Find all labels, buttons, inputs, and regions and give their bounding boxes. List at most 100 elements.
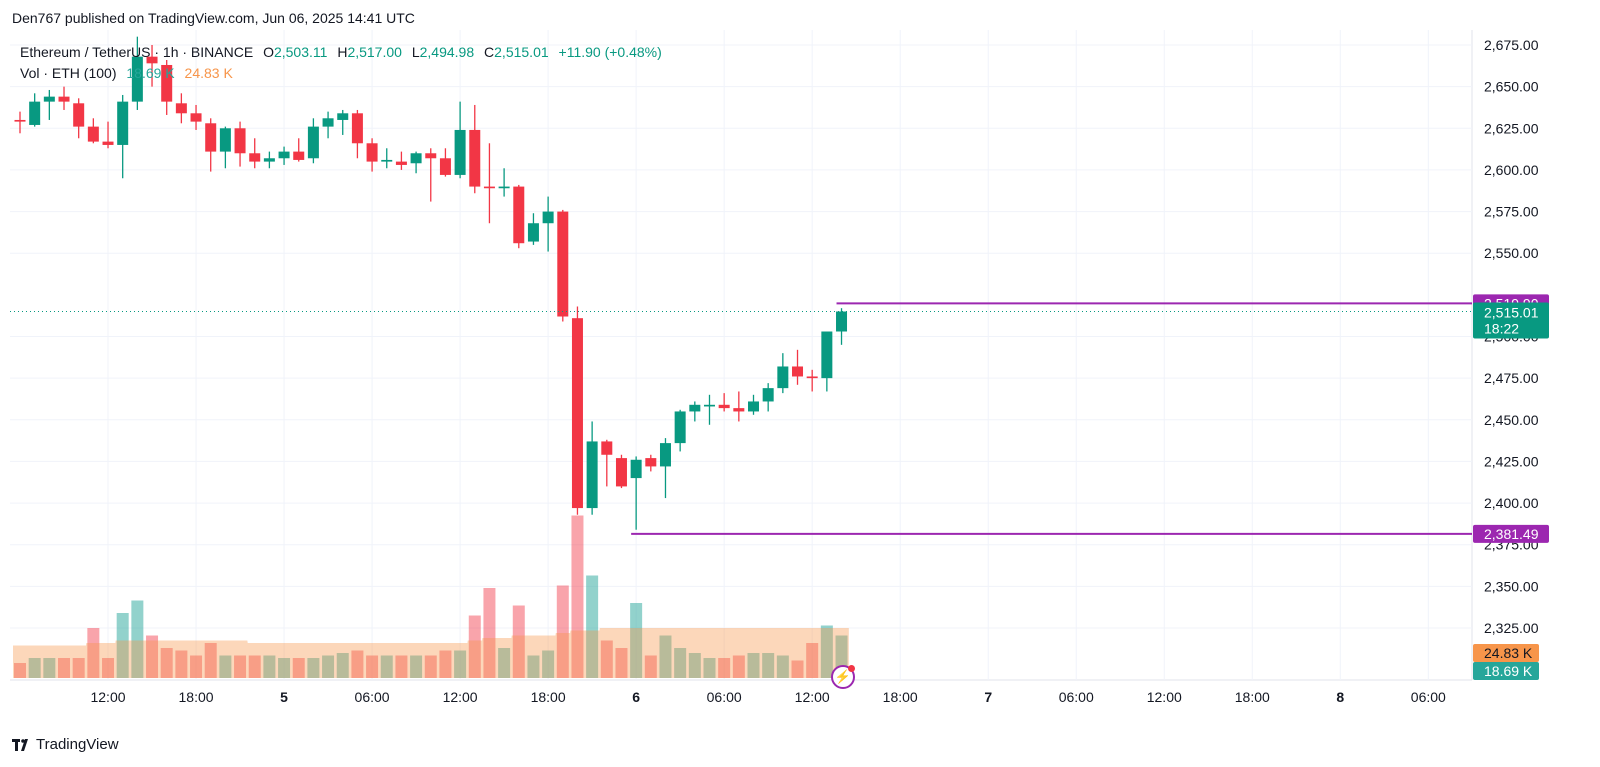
candle: [792, 349, 804, 385]
tradingview-logo[interactable]: TradingView: [12, 736, 119, 753]
lightning-icon[interactable]: ⚡: [831, 665, 855, 689]
change-value: +11.90 (+0.48%): [558, 44, 662, 60]
tradingview-logo-text: TradingView: [36, 736, 119, 753]
candle: [630, 456, 642, 530]
volume-bar: [600, 640, 613, 678]
y-tick-label: 2,650.00: [1484, 79, 1539, 95]
volume-bar: [424, 655, 437, 678]
volume-bar: [688, 653, 701, 678]
candle: [439, 148, 451, 177]
candle-body: [102, 141, 114, 145]
candle: [777, 353, 789, 394]
volume-bar: [351, 650, 364, 678]
x-tick-label: 12:00: [795, 689, 830, 705]
candle-body: [161, 64, 173, 102]
candle: [674, 409, 686, 452]
volume-bar: [542, 650, 555, 678]
candle-body: [792, 366, 804, 377]
candle-body: [498, 186, 510, 189]
x-tick-label: 18:00: [531, 689, 566, 705]
candle-body: [439, 158, 451, 175]
volume-bar: [43, 658, 56, 678]
candle-body: [322, 118, 334, 127]
volume-bar: [644, 655, 657, 678]
x-tick-label: 06:00: [355, 689, 390, 705]
candle: [703, 394, 715, 425]
volume-bar: [762, 653, 775, 678]
candle: [718, 393, 730, 412]
publisher-credit: Den767 published on TradingView.com, Jun…: [12, 10, 415, 26]
candle-body: [733, 408, 745, 412]
volume-bar: [248, 655, 261, 678]
volume-bar: [732, 655, 745, 678]
candle: [425, 148, 437, 202]
volume-bar: [307, 658, 320, 678]
price-chart[interactable]: 2,675.00 2,650.00 2,625.00 2,600.00 2,575.00…: [0, 0, 1600, 720]
volume-bar: [776, 655, 789, 678]
candle-body: [821, 331, 833, 379]
volume-bar: [703, 658, 716, 678]
candle: [366, 138, 378, 172]
candle-body: [293, 151, 305, 160]
candle: [601, 439, 613, 487]
candle-body: [366, 143, 378, 162]
y-tick-label: 2,600.00: [1484, 162, 1539, 178]
volume-badge: [1473, 644, 1539, 662]
candle-body: [777, 366, 789, 389]
volume-bar: [322, 655, 335, 678]
candle-body: [469, 129, 481, 187]
candle-body: [278, 151, 290, 159]
volume-label[interactable]: Vol · ETH (100): [20, 65, 117, 81]
x-tick-label: 8: [1336, 689, 1344, 705]
candle-body: [307, 126, 319, 159]
candle-body: [351, 113, 363, 144]
candle-body: [674, 411, 686, 444]
volume-bar: [336, 653, 349, 678]
volume-bar: [131, 600, 144, 678]
volume-ma-value: 24.83 K: [184, 65, 233, 81]
volume-bar: [791, 660, 804, 678]
volume-bar: [366, 655, 379, 678]
y-tick-label: 2,475.00: [1484, 370, 1539, 386]
volume-bar: [146, 635, 159, 678]
y-tick-label: 2,450.00: [1484, 412, 1539, 428]
x-tick-label: 06:00: [1059, 689, 1094, 705]
candle-body: [425, 153, 437, 159]
candle: [337, 109, 349, 135]
candle: [205, 118, 217, 172]
volume-bar: [498, 648, 511, 678]
volume-bar: [468, 615, 481, 678]
candle-body: [557, 211, 569, 317]
volume-bar: [204, 643, 217, 678]
candle: [571, 306, 583, 515]
candle: [234, 121, 246, 167]
low-value: 2,494.98: [419, 44, 475, 60]
x-tick-label: 7: [984, 689, 992, 705]
candle: [58, 86, 70, 110]
candle-body: [806, 376, 818, 379]
candle: [307, 118, 319, 164]
high-value: 2,517.00: [347, 44, 402, 60]
candle-body: [513, 186, 525, 244]
candle-body: [131, 56, 143, 102]
candle: [29, 93, 41, 127]
candle: [43, 89, 55, 120]
candle: [117, 94, 129, 179]
volume-bar: [615, 648, 628, 678]
y-tick-label: 2,575.00: [1484, 204, 1539, 220]
volume-bar: [87, 628, 100, 678]
volume-bar: [674, 648, 687, 678]
level-price-label: 2,381.49: [1484, 526, 1539, 542]
high-label: H: [337, 44, 348, 60]
y-tick-label: 2,625.00: [1484, 120, 1539, 136]
y-tick-label: 2,325.00: [1484, 620, 1539, 636]
candle-body: [117, 101, 129, 145]
candle-body: [410, 153, 422, 164]
candle: [454, 101, 466, 179]
candle: [498, 168, 510, 197]
tradingview-logo-icon: [12, 738, 28, 751]
symbol-title[interactable]: Ethereum / TetherUS · 1h · BINANCE: [20, 44, 254, 60]
volume-bar: [116, 613, 129, 678]
x-tick-label: 18:00: [1235, 689, 1270, 705]
candle-body: [542, 211, 554, 224]
